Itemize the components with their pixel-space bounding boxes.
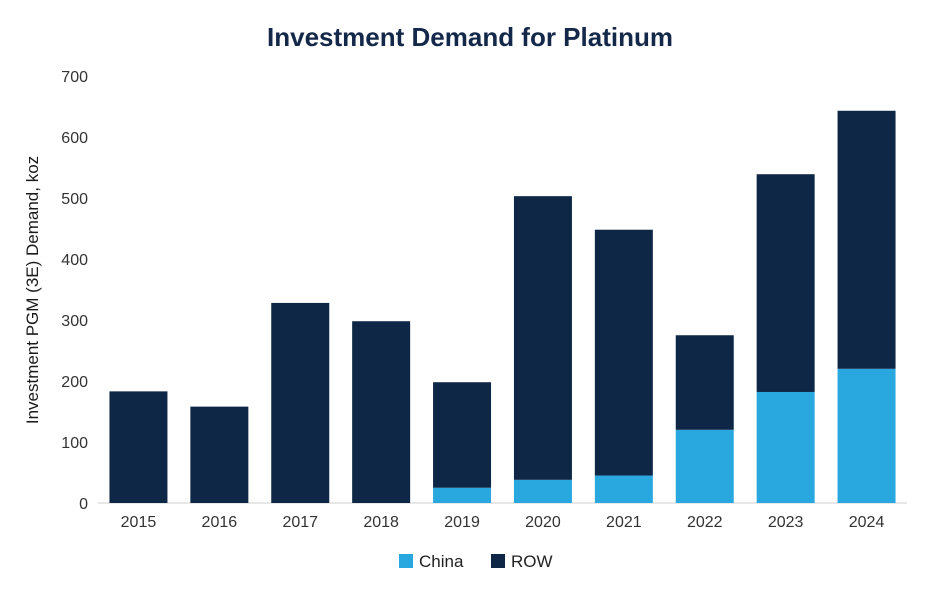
y-tick-label: 600 — [61, 130, 88, 147]
bar-china-2020 — [513, 479, 572, 503]
x-tick-label: 2015 — [121, 514, 157, 531]
plot-area: 0 100 200 300 400 500 600 700 2015 2016 2017 2018 20… — [61, 69, 907, 531]
y-tick-label: 700 — [61, 69, 88, 86]
bar-row-2018 — [352, 321, 411, 503]
y-tick-label: 0 — [79, 496, 88, 513]
bar-row-2016 — [190, 406, 249, 503]
bar-china-2022 — [675, 429, 734, 503]
x-tick-label: 2016 — [202, 514, 238, 531]
bar-china-2024 — [837, 368, 896, 503]
legend-label-china: China — [419, 552, 464, 571]
bar-china-2019 — [433, 487, 492, 503]
y-tick-label: 500 — [61, 191, 88, 208]
legend-swatch-row — [491, 554, 505, 568]
bar-china-2023 — [756, 391, 815, 503]
x-tick-label: 2022 — [687, 514, 723, 531]
x-tick-label: 2020 — [525, 514, 561, 531]
legend: China ROW — [399, 552, 553, 571]
bar-row-2015 — [109, 391, 168, 503]
x-tick-label: 2017 — [282, 514, 318, 531]
x-tick-label: 2024 — [849, 514, 885, 531]
bar-row-2023 — [756, 174, 815, 392]
x-tick-label: 2023 — [768, 514, 804, 531]
bar-row-2017 — [271, 302, 330, 503]
bar-row-2022 — [675, 335, 734, 430]
x-tick-label: 2019 — [444, 514, 480, 531]
bar-china-2021 — [594, 475, 653, 503]
y-axis-label: Investment PGM (3E) Demand, koz — [23, 156, 42, 424]
y-tick-label: 100 — [61, 435, 88, 452]
bar-row-2024 — [837, 110, 896, 369]
bar-row-2021 — [594, 229, 653, 476]
legend-swatch-china — [399, 554, 413, 568]
x-tick-label: 2018 — [363, 514, 399, 531]
chart-title: Investment Demand for Platinum — [267, 22, 673, 52]
x-tick-label: 2021 — [606, 514, 642, 531]
y-tick-label: 300 — [61, 313, 88, 330]
legend-label-row: ROW — [511, 552, 553, 571]
bar-row-2020 — [513, 196, 572, 480]
bar-row-2019 — [433, 382, 492, 488]
y-tick-label: 400 — [61, 252, 88, 269]
y-tick-label: 200 — [61, 374, 88, 391]
